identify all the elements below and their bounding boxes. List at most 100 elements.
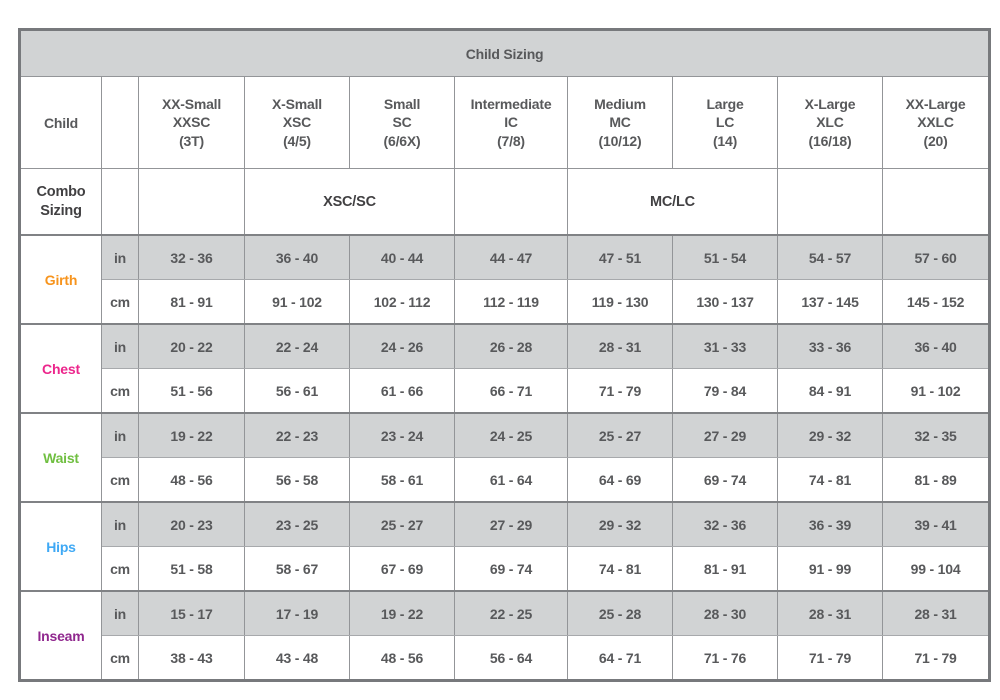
unit-cell-in: in [101, 501, 139, 547]
value-cell: 15 - 17 [138, 590, 245, 636]
row-waist-cm: cm 48 - 56 56 - 58 58 - 61 61 - 64 64 - 69 69 … [20, 457, 991, 503]
value-cell: 61 - 64 [454, 457, 568, 503]
value-cell: 145 - 152 [881, 279, 991, 325]
unit-column-header-empty [101, 76, 139, 169]
size-name: Large [706, 96, 744, 113]
combo-sizing-row: Combo Sizing XSC/SC MC/LC [19, 168, 991, 236]
row-chest-in: Chest in 20 - 22 22 - 24 24 - 26 26 - 28 28 - … [19, 323, 991, 414]
size-range: (7/8) [497, 132, 525, 149]
size-column-header-sc: Small SC (6/6X) [349, 76, 455, 169]
value-cell: 44 - 47 [454, 234, 568, 280]
size-name: X-Small [272, 96, 322, 113]
unit-cell-cm: cm [101, 279, 139, 325]
measurement-label-girth: Girth [19, 234, 102, 325]
value-cell: 64 - 71 [567, 635, 673, 681]
value-cell: 66 - 71 [454, 368, 568, 414]
value-cell: 91 - 102 [244, 279, 350, 325]
value-cell: 119 - 130 [567, 279, 673, 325]
value-cell: 56 - 64 [454, 635, 568, 681]
combo-span-xsc-sc: XSC/SC [244, 168, 455, 236]
value-cell: 24 - 25 [454, 412, 568, 458]
value-cell: 69 - 74 [454, 546, 568, 592]
value-cell: 32 - 35 [881, 412, 991, 458]
value-cell: 71 - 79 [777, 635, 883, 681]
value-cell: 27 - 29 [672, 412, 778, 458]
value-cell: 39 - 41 [881, 501, 991, 547]
table-title: Child Sizing [18, 29, 991, 77]
value-cell: 81 - 91 [138, 279, 245, 325]
value-cell: 71 - 76 [672, 635, 778, 681]
value-cell: 57 - 60 [881, 234, 991, 280]
combo-empty-cell [777, 168, 883, 236]
value-cell: 25 - 27 [349, 501, 455, 547]
value-cell: 24 - 26 [349, 323, 455, 369]
value-cell: 130 - 137 [672, 279, 778, 325]
size-range: (16/18) [808, 132, 852, 149]
value-cell: 71 - 79 [567, 368, 673, 414]
value-cell: 36 - 40 [881, 323, 991, 369]
size-code: MC [609, 114, 631, 131]
value-cell: 28 - 31 [881, 590, 991, 636]
size-header-row: Child XX-Small XXSC (3T) X-Small XSC (4/5) Sma… [19, 76, 991, 169]
value-cell: 36 - 39 [777, 501, 883, 547]
value-cell: 31 - 33 [672, 323, 778, 369]
value-cell: 32 - 36 [672, 501, 778, 547]
value-cell: 91 - 99 [777, 546, 883, 592]
value-cell: 51 - 54 [672, 234, 778, 280]
value-cell: 56 - 58 [244, 457, 350, 503]
size-column-header-xlc: X-Large XLC (16/18) [777, 76, 883, 169]
value-cell: 22 - 24 [244, 323, 350, 369]
value-cell: 25 - 27 [567, 412, 673, 458]
value-cell: 99 - 104 [881, 546, 991, 592]
value-cell: 26 - 28 [454, 323, 568, 369]
size-code: IC [504, 114, 518, 131]
size-name: Medium [594, 96, 646, 113]
size-code: XXLC [917, 114, 954, 131]
value-cell: 23 - 24 [349, 412, 455, 458]
size-column-header-ic: Intermediate IC (7/8) [454, 76, 568, 169]
value-cell: 51 - 58 [138, 546, 245, 592]
value-cell: 137 - 145 [777, 279, 883, 325]
size-range: (3T) [179, 132, 204, 149]
value-cell: 22 - 23 [244, 412, 350, 458]
size-code: LC [715, 114, 735, 131]
value-cell: 74 - 81 [777, 457, 883, 503]
row-chest-cm: cm 51 - 56 56 - 61 61 - 66 66 - 71 71 - 79 79 … [20, 368, 991, 414]
value-cell: 54 - 57 [777, 234, 883, 280]
value-cell: 58 - 67 [244, 546, 350, 592]
value-cell: 28 - 30 [672, 590, 778, 636]
value-cell: 38 - 43 [138, 635, 245, 681]
value-cell: 43 - 48 [244, 635, 350, 681]
size-range: (4/5) [283, 132, 311, 149]
size-name: Intermediate [470, 96, 552, 113]
value-cell: 19 - 22 [349, 590, 455, 636]
size-code: XSC [282, 114, 312, 131]
value-cell: 36 - 40 [244, 234, 350, 280]
value-cell: 112 - 119 [454, 279, 568, 325]
value-cell: 102 - 112 [349, 279, 455, 325]
size-name: Small [383, 96, 421, 113]
value-cell: 47 - 51 [567, 234, 673, 280]
value-cell: 56 - 61 [244, 368, 350, 414]
size-column-header-xxlc: XX-Large XXLC (20) [881, 76, 991, 169]
value-cell: 69 - 74 [672, 457, 778, 503]
value-cell: 91 - 102 [881, 368, 991, 414]
size-range: (20) [923, 132, 948, 149]
size-code: XXSC [172, 114, 211, 131]
row-hips-cm: cm 51 - 58 58 - 67 67 - 69 69 - 74 74 - 81 81 … [20, 546, 991, 592]
unit-cell-cm: cm [101, 368, 139, 414]
value-cell: 32 - 36 [138, 234, 245, 280]
value-cell: 20 - 23 [138, 501, 245, 547]
value-cell: 48 - 56 [138, 457, 245, 503]
measurement-label-hips: Hips [19, 501, 102, 592]
size-column-header-lc: Large LC (14) [672, 76, 778, 169]
value-cell: 71 - 79 [881, 635, 991, 681]
value-cell: 64 - 69 [567, 457, 673, 503]
size-code: XLC [816, 114, 844, 131]
combo-empty-cell [454, 168, 568, 236]
size-range: (6/6X) [383, 132, 421, 149]
size-column-header-xsc: X-Small XSC (4/5) [244, 76, 350, 169]
row-inseam-in: Inseam in 15 - 17 17 - 19 19 - 22 22 - 25 25 -… [19, 590, 991, 681]
value-cell: 79 - 84 [672, 368, 778, 414]
unit-cell-cm: cm [101, 546, 139, 592]
